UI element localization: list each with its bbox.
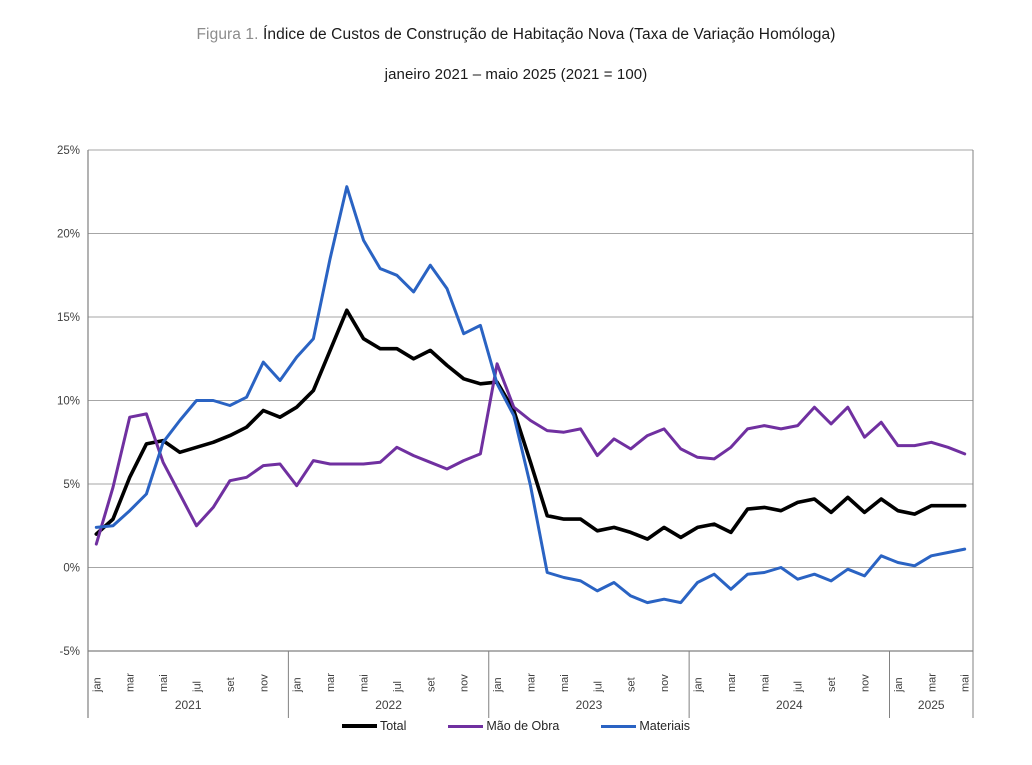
chart-title: Figura 1. Índice de Custos de Construção… (0, 26, 1032, 44)
series-line-2 (94, 185, 967, 605)
x-month-tick-label: jan (692, 677, 704, 693)
x-month-tick-label: mai (559, 674, 571, 692)
x-month-tick-label: set (225, 677, 237, 692)
chart-title-text: Índice de Custos de Construção de Habita… (258, 26, 836, 43)
x-month-tick-label: mar (526, 673, 538, 692)
x-month-tick-label: jul (592, 681, 604, 693)
legend-item-total: Total (341, 719, 407, 733)
x-month-tick-label: set (826, 677, 838, 692)
x-month-tick-label: nov (659, 674, 671, 692)
legend-label-total: Total (379, 719, 407, 733)
y-tick-label: 0% (63, 563, 80, 575)
mao-de-obra-line-swatch (448, 724, 484, 728)
x-month-tick-label: jan (492, 677, 504, 693)
x-month-tick-label: mai (359, 674, 371, 692)
x-year-label: 2021 (175, 698, 202, 712)
series-line-0 (94, 308, 967, 541)
x-month-tick-label: jul (192, 681, 204, 693)
x-month-tick-label: mai (960, 674, 972, 692)
legend-label-materiais: Materiais (639, 719, 691, 733)
x-year-label: 2023 (576, 698, 603, 712)
materiais-line-swatch (601, 724, 637, 728)
x-month-tick-label: mar (726, 673, 738, 692)
x-year-label: 2025 (918, 698, 945, 712)
y-tick-label: 20% (57, 229, 80, 241)
x-month-tick-label: mar (125, 673, 137, 692)
chart-subtitle: janeiro 2021 – maio 2025 (2021 = 100) (384, 66, 648, 83)
x-month-tick-label: jan (893, 677, 905, 693)
x-month-tick-label: mai (158, 674, 170, 692)
y-tick-label: 5% (63, 479, 80, 491)
x-month-tick-label: set (626, 677, 638, 692)
x-month-tick-label: nov (859, 674, 871, 692)
legend-item-materiais: Materiais (601, 719, 690, 733)
y-tick-label: 25% (57, 145, 80, 157)
x-month-tick-label: jan (292, 677, 304, 693)
chart-legend: Total Mão de Obra Materiais (0, 719, 1032, 733)
y-tick-label: -5% (60, 646, 80, 658)
y-tick-label: 15% (57, 312, 80, 324)
figure-number-label: Figura 1. (196, 26, 259, 43)
x-month-tick-label: mar (325, 673, 337, 692)
series-line-1 (94, 362, 967, 546)
x-month-tick-label: jul (793, 681, 805, 693)
x-month-tick-label: nov (258, 674, 270, 692)
x-month-tick-label: mai (759, 674, 771, 692)
x-year-label: 2024 (776, 698, 803, 712)
legend-item-mao-de-obra: Mão de Obra (448, 719, 559, 733)
x-month-tick-label: set (425, 677, 437, 692)
legend-label-mao-de-obra: Mão de Obra (486, 719, 560, 733)
x-month-tick-label: jul (392, 681, 404, 693)
total-line-swatch (341, 724, 377, 728)
x-month-tick-label: mar (926, 673, 938, 692)
y-tick-label: 10% (57, 396, 80, 408)
x-month-tick-label: jan (91, 677, 103, 693)
x-year-label: 2022 (375, 698, 402, 712)
x-month-tick-label: nov (459, 674, 471, 692)
